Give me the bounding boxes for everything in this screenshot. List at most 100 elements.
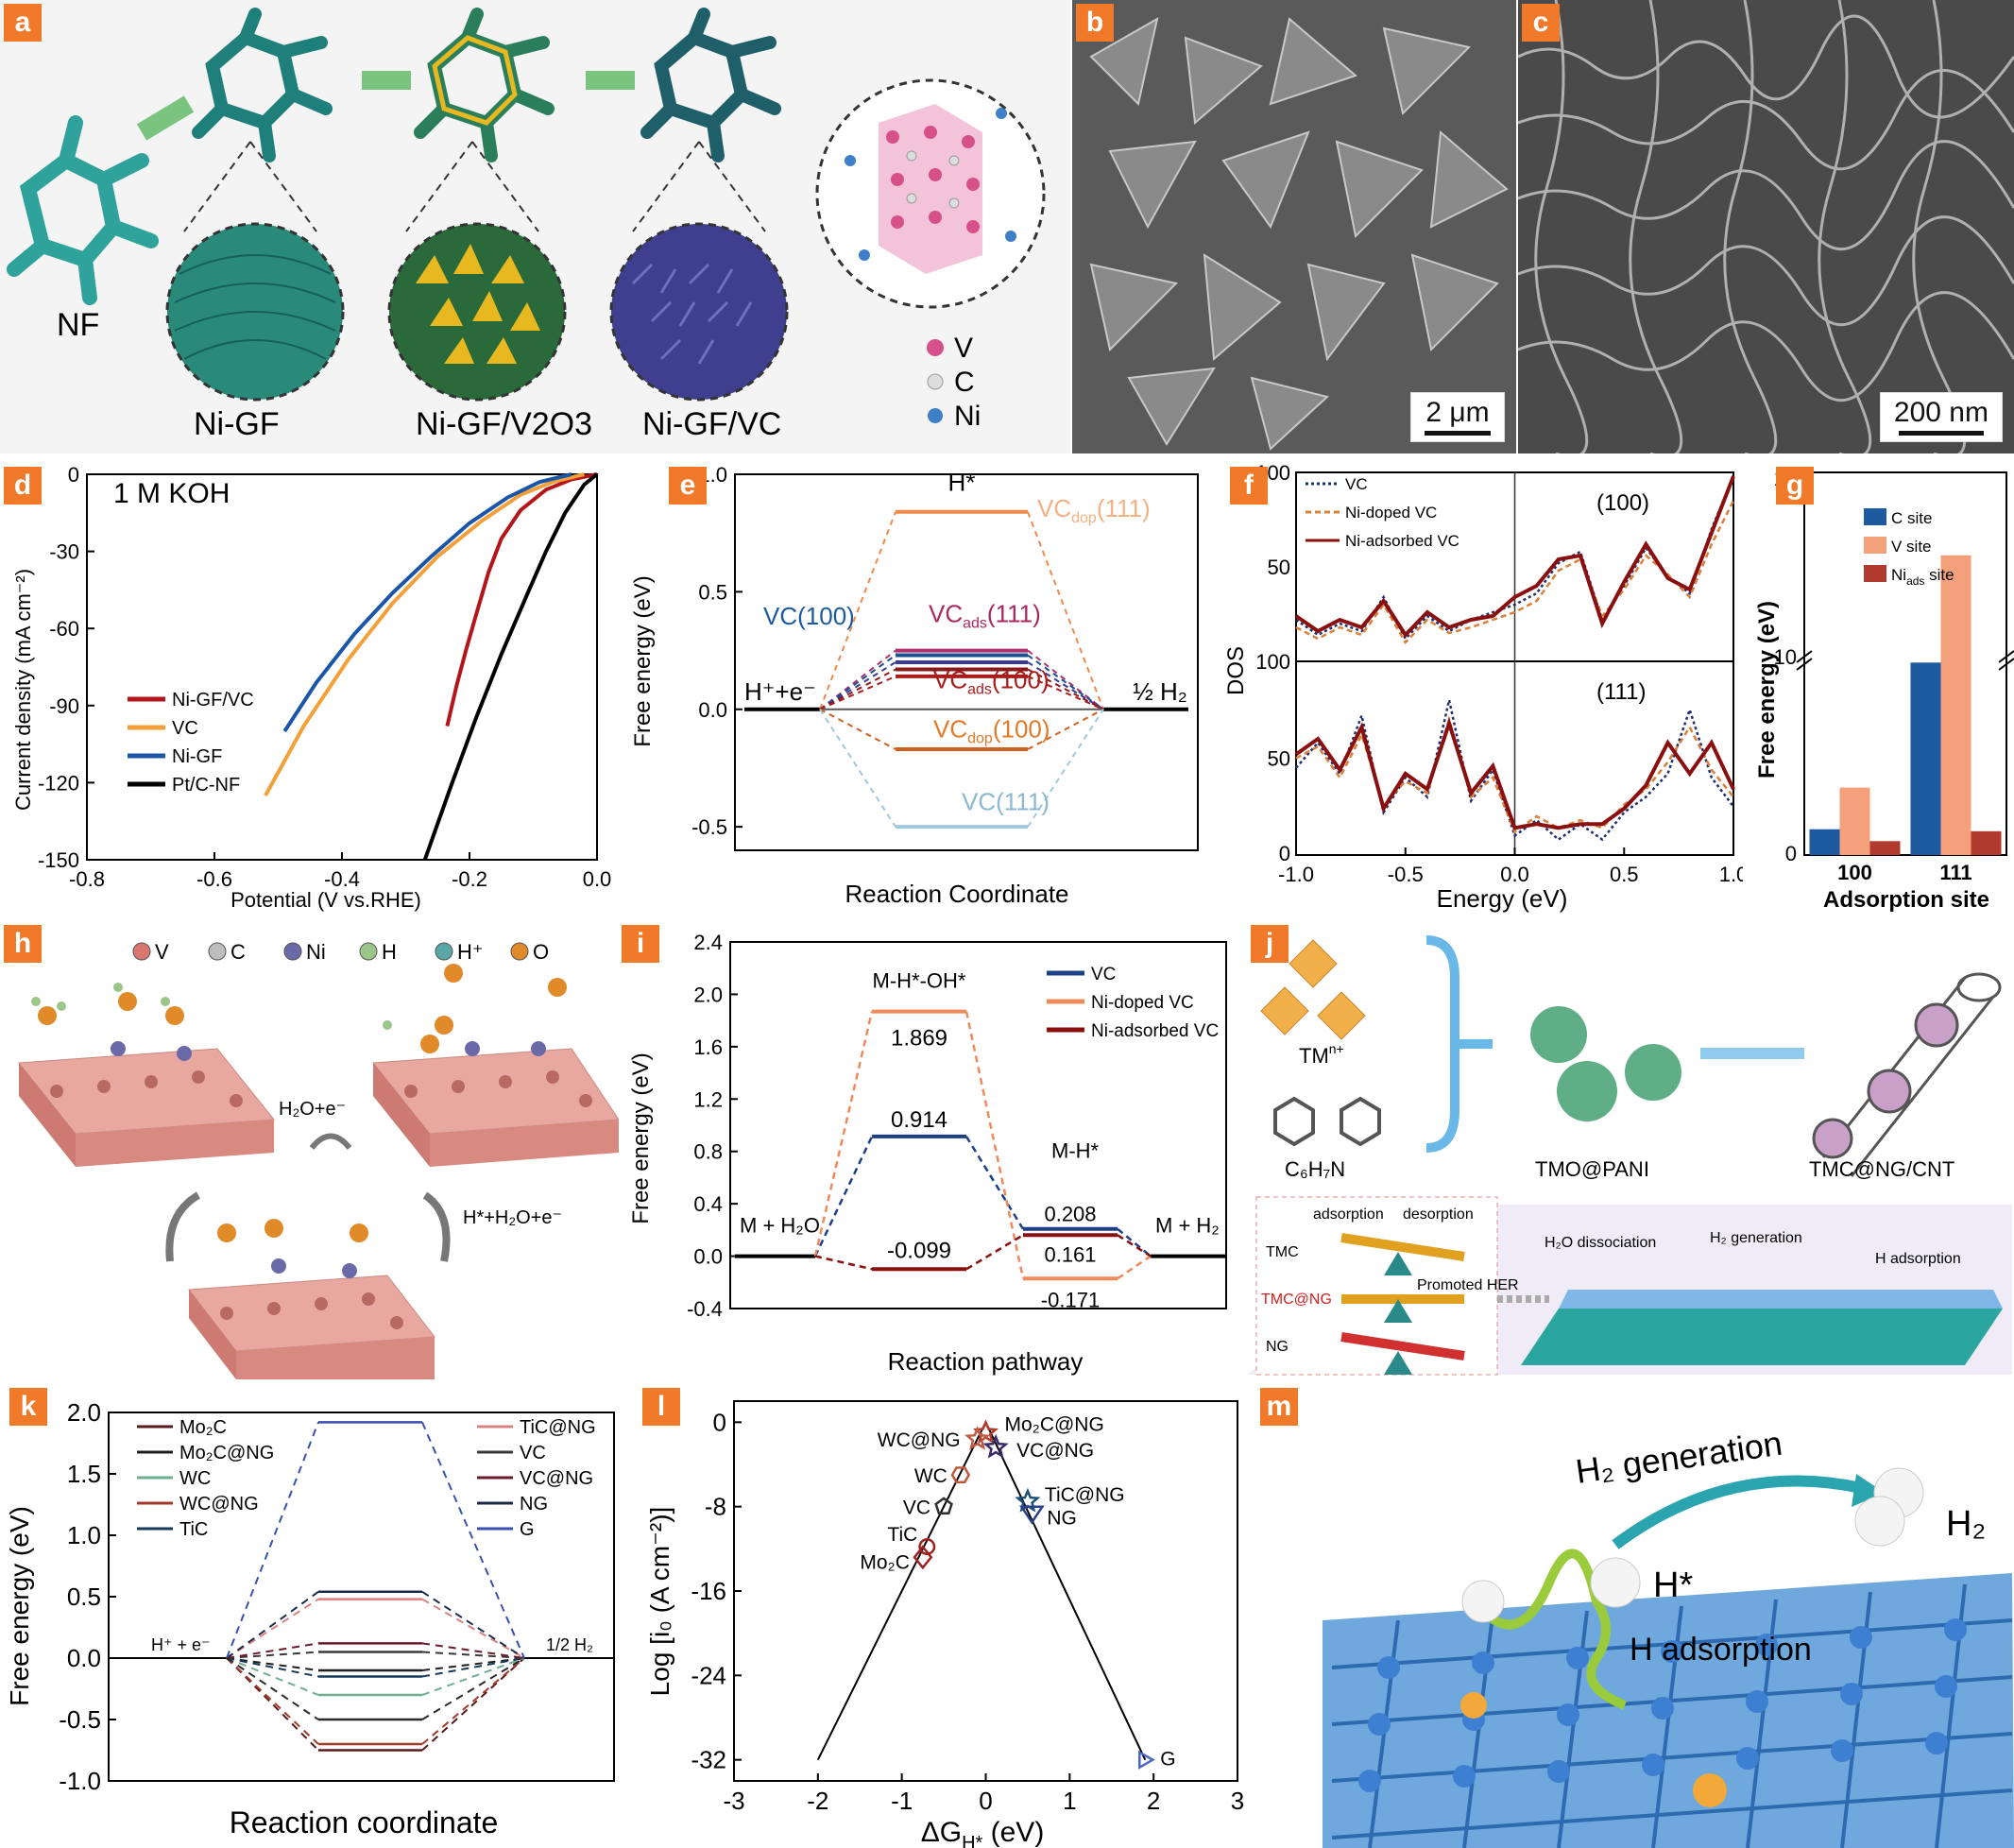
energy-diagram-i: Reaction pathway Free energy (eV) -0.4 0.… <box>628 931 1227 1376</box>
y-tick-label: -120 <box>38 771 79 795</box>
step1-label: H₂O+e⁻ <box>279 1099 346 1120</box>
legend-entry: VC <box>1345 475 1368 493</box>
panel-j: j TMn+ C₆H₇N TMO@PANI TMC@NG/CNT adsorpt… <box>1247 921 2014 1379</box>
chart-f-ylabel: DOS <box>1223 646 1249 695</box>
legend-entry: WC@NG <box>179 1494 259 1514</box>
y-tick-label: 0 <box>68 463 79 487</box>
connector-ng <box>226 1590 525 1659</box>
connector-level-a <box>819 661 1104 710</box>
step2-label: H*+H₂O+e⁻ <box>463 1207 562 1228</box>
panel-b: b 2 μm <box>1072 0 1516 453</box>
y-tick-label: 0.5 <box>67 1583 101 1611</box>
y-tick-label: 2.4 <box>693 931 723 954</box>
legend-entry: Ni <box>306 940 326 964</box>
connector-vc <box>226 1651 525 1659</box>
lsv-chart: 1 M KOH Potential (V vs.RHE) Current den… <box>11 463 611 912</box>
x-tick-label: 0 <box>979 1787 992 1815</box>
x-tick-label: 1.0 <box>1719 863 1743 886</box>
y-tick-label: 1.6 <box>693 1035 723 1059</box>
h2o-dissociation-label: H₂O dissociation <box>1545 1235 1656 1251</box>
value-label: 1.869 <box>891 1026 947 1052</box>
panel-label-g: g <box>1776 467 1814 505</box>
dopant-atom <box>1693 1773 1727 1807</box>
value-label: -0.171 <box>1041 1288 1100 1311</box>
y-tick-label: 0.0 <box>698 698 727 722</box>
y-tick-label: -90 <box>49 694 79 718</box>
y-tick-label: 10 <box>1774 645 1797 669</box>
intermediate-label: H* <box>948 468 976 496</box>
ni-gf-v2o3-zoom-circle <box>387 222 567 402</box>
legend-entry: H⁺ <box>457 940 484 964</box>
point-tic-label: TiC <box>887 1524 917 1546</box>
h2-label: H₂ <box>1946 1504 1986 1544</box>
y-tick-label: 100 <box>1255 650 1290 674</box>
legend-entry: Pt/C-NF <box>172 775 240 796</box>
plot-frame <box>733 1400 1238 1782</box>
generation-arrow-icon <box>1612 1475 1863 1549</box>
chart-g-xlabel: Adsorption site <box>1823 887 1989 913</box>
energy-diagram-k: Reaction coordinate Free energy (eV) -1.… <box>5 1398 615 1839</box>
ni-gf-foam-icon <box>192 8 333 163</box>
y-tick-label: -16 <box>691 1577 726 1605</box>
chart-g-ylabel: Free energy (eV) <box>1754 601 1780 779</box>
legend-entry: Ni-GF/VC <box>172 690 254 710</box>
legend-entry: Niads site <box>1891 566 1954 588</box>
connector-VCdop(100) <box>819 708 1104 750</box>
plot-frame <box>1803 471 2007 856</box>
level-label-VCdop(100): VCdop(100) <box>933 715 1050 747</box>
h-adsorption-schematic: H₂ generation H₂ H* H adsorption <box>1323 1424 2014 1848</box>
atom-legend: V C Ni H H⁺ O <box>132 940 549 964</box>
panel-label-m: m <box>1260 1388 1298 1426</box>
tmc-ng-cnt-label: TMC@NG/CNT <box>1809 1157 1954 1181</box>
legend-marker <box>510 942 529 961</box>
series-line-vc <box>264 472 585 796</box>
value-label: -0.099 <box>887 1238 951 1263</box>
legend-entry: TiC@NG <box>520 1417 596 1438</box>
seesaw-icons <box>1340 1233 1465 1375</box>
y-tick-label: 2.0 <box>693 983 723 1006</box>
end-state-label: ½ H₂ <box>1133 677 1187 706</box>
chart-k-ylabel: Free energy (eV) <box>5 1506 34 1706</box>
start-state-label: H⁺ + e⁻ <box>151 1635 211 1654</box>
connector-g <box>226 1422 525 1659</box>
connector-VCdop(111) <box>819 511 1104 710</box>
y-tick-label: 1.5 <box>67 1460 101 1488</box>
connector-level-b <box>819 668 1104 710</box>
y-tick-label: -32 <box>691 1746 726 1774</box>
start-state-label: M + H₂O <box>740 1214 820 1238</box>
legend-entry: V <box>155 940 169 964</box>
connector-mo-c <box>226 1657 525 1752</box>
chart-i-ylabel: Free energy (eV) <box>628 1052 654 1223</box>
y-tick-label: -0.5 <box>691 815 727 839</box>
legend-marker <box>208 942 227 961</box>
x-tick-label: -3 <box>723 1787 744 1815</box>
connector-tic <box>226 1657 525 1678</box>
y-tick-label: 0.5 <box>698 580 727 604</box>
volcano-plot: ΔGH* (eV) Log [i₀ (A cm⁻²)] -3 -2 -1 0 1 2 3 0 -… <box>645 1400 1244 1848</box>
adsorption-label: adsorption <box>1313 1206 1384 1223</box>
scale-bar-c: 200 nm <box>1879 392 2003 442</box>
panel-g: g Adsorption site Free energy (eV) 01012… <box>1746 463 2014 916</box>
plot-frame <box>729 941 1227 1309</box>
chart-e-xlabel: Reaction Coordinate <box>845 880 1068 908</box>
chart-f-xlabel: Energy (eV) <box>1437 884 1568 913</box>
nf-label: NF <box>57 307 99 343</box>
legend-entry: C <box>230 940 246 964</box>
connector-wc <box>226 1657 525 1696</box>
legend-entry: Mo₂C@NG <box>179 1443 274 1463</box>
panel-a: a NF <box>0 0 1070 453</box>
h2-generation-label: H₂ generation <box>1710 1230 1802 1246</box>
point-mo-c <box>913 1545 933 1570</box>
legend-marker <box>132 942 151 961</box>
panel-e: e Reaction Coordinate Free energy (eV) -… <box>622 463 1217 916</box>
start-state-label: H⁺+e⁻ <box>744 677 816 706</box>
adsorption-bar-chart: Adsorption site Free energy (eV) 0101210… <box>1754 467 2014 913</box>
value-label: 0.914 <box>891 1107 947 1133</box>
point-mo-c-at-ng-label: Mo₂C@NG <box>1005 1414 1104 1436</box>
level-label-VC(111): VC(111) <box>962 788 1050 816</box>
point-g <box>1138 1750 1155 1770</box>
value-label: 0.208 <box>1044 1203 1096 1226</box>
x-tick-label: -1.0 <box>1278 863 1314 886</box>
energy-diagram-e: Reaction Coordinate Free energy (eV) -0.… <box>630 463 1199 908</box>
slab-right <box>372 1048 619 1167</box>
